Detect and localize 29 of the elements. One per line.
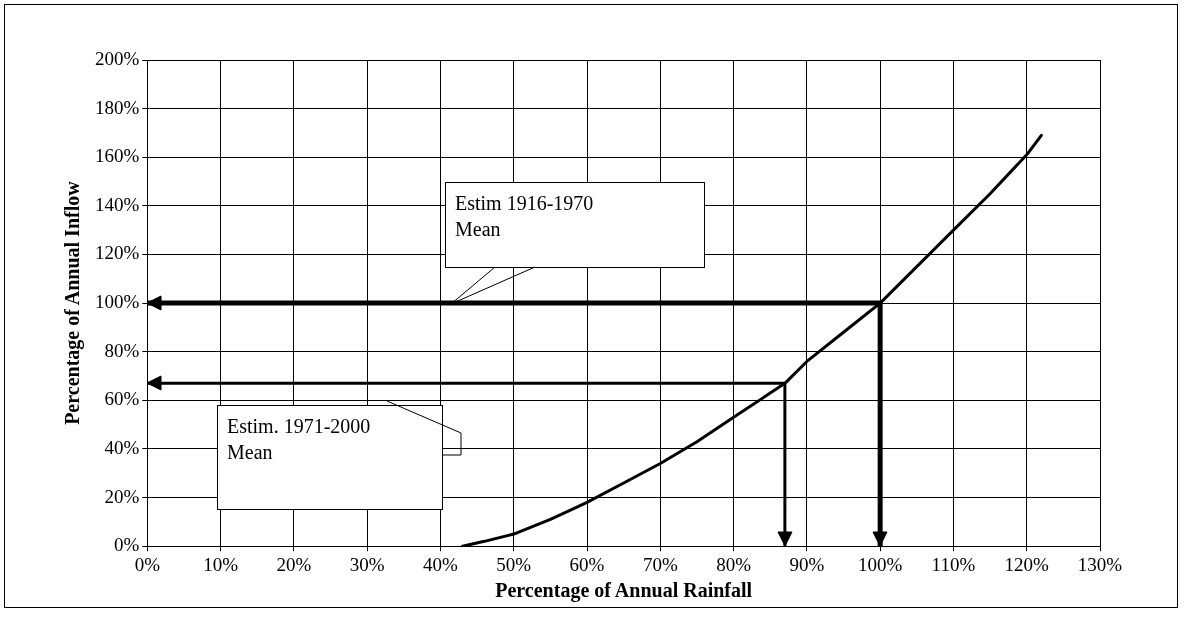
annotation: Estim 1916-1970 Mean — [455, 191, 594, 242]
y-tick-label: 40% — [104, 436, 140, 458]
x-tick-label: 100% — [857, 553, 903, 575]
x-tick-label: 110% — [931, 553, 976, 575]
x-axis-title: Percentage of Annual Rainfall — [495, 579, 753, 603]
y-tick-label: 0% — [114, 534, 140, 556]
x-tick-label: 20% — [276, 553, 312, 575]
y-tick-label: 120% — [95, 242, 140, 264]
y-tick-label: 20% — [104, 485, 140, 507]
x-tick-label: 50% — [496, 553, 532, 575]
x-tick-label: 10% — [203, 553, 239, 575]
y-tick-label: 140% — [95, 193, 140, 215]
x-tick-label: 130% — [1077, 553, 1123, 575]
x-tick-label: 30% — [349, 553, 385, 575]
y-tick-label: 80% — [104, 339, 140, 361]
x-tick-label: 40% — [423, 553, 459, 575]
x-tick-label: 120% — [1004, 553, 1050, 575]
y-axis-title: Percentage of Annual Inflow — [61, 180, 85, 425]
y-tick-label: 200% — [95, 47, 140, 69]
y-tick-label: 160% — [95, 145, 140, 167]
y-tick-label: 180% — [95, 96, 140, 118]
x-tick-label: 80% — [716, 553, 752, 575]
x-tick-label: 0% — [134, 553, 161, 575]
y-tick-label: 60% — [104, 388, 140, 410]
y-tick-label: 100% — [95, 291, 140, 313]
x-tick-label: 60% — [569, 553, 605, 575]
annotation: Estim. 1971-2000 Mean — [227, 414, 371, 465]
x-tick-label: 70% — [642, 553, 678, 575]
x-tick-label: 90% — [789, 553, 825, 575]
